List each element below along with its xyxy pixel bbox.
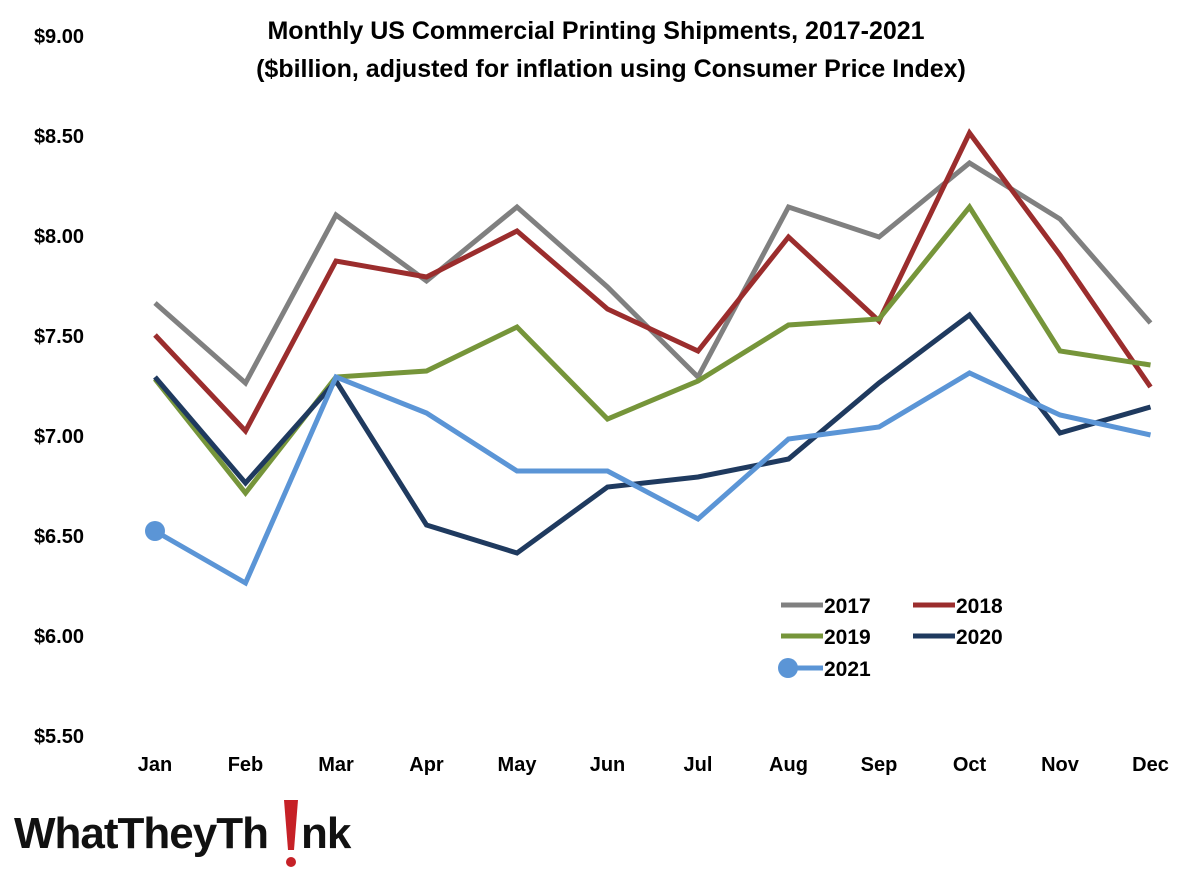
x-tick-label: Feb [228, 754, 264, 776]
y-tick-label: $8.50 [34, 126, 84, 148]
y-tick-label: $6.00 [34, 626, 84, 648]
logo-exclamation-icon [284, 800, 298, 850]
legend-marker [778, 658, 798, 678]
x-tick-label: Sep [861, 754, 898, 776]
chart-title: Monthly US Commercial Printing Shipments… [267, 17, 924, 45]
y-tick-label: $9.00 [34, 26, 84, 48]
legend-item-2019: 2019 [781, 626, 871, 649]
legend-label: 2017 [824, 595, 871, 618]
logo-wordmark-part1: WhatTheyTh [14, 809, 268, 858]
legend-label: 2019 [824, 626, 871, 649]
y-tick-label: $7.00 [34, 426, 84, 448]
logo-wordmark-part2: nk [301, 809, 352, 858]
x-tick-label: Aug [769, 754, 808, 776]
series-line-2018 [153, 128, 1153, 436]
x-tick-label: May [498, 754, 538, 776]
chart-title-group: Monthly US Commercial Printing Shipments… [256, 17, 966, 83]
legend-label: 2021 [824, 658, 871, 681]
legend: 2017 2018 2019 2020 2021 [778, 595, 1003, 681]
legend-item-2018: 2018 [913, 595, 1003, 618]
x-tick-label: Jan [138, 754, 172, 776]
x-tick-label: Dec [1132, 754, 1169, 776]
whattheythink-logo: WhatTheyTh nk [14, 800, 353, 867]
legend-item-2021: 2021 [778, 658, 871, 681]
legend-label: 2020 [956, 626, 1003, 649]
y-axis: $5.50 $6.00 $6.50 $7.00 $7.50 $8.00 $8.50 $9.00 [34, 26, 84, 748]
y-tick-label: $7.50 [34, 326, 84, 348]
x-tick-label: Apr [409, 754, 444, 776]
x-tick-label: Oct [953, 754, 987, 776]
legend-item-2020: 2020 [913, 626, 1003, 649]
series-start-marker-2021 [145, 521, 165, 541]
series-line-2021 [153, 370, 1152, 587]
x-tick-label: Mar [318, 754, 354, 776]
y-tick-label: $6.50 [34, 526, 84, 548]
series-layer [145, 128, 1153, 587]
series-line-2017 [153, 159, 1153, 387]
series-line-2020 [153, 311, 1152, 556]
logo-exclamation-dot-icon [286, 857, 296, 867]
y-tick-label: $8.00 [34, 226, 84, 248]
x-tick-label: Jul [684, 754, 713, 776]
y-tick-label: $5.50 [34, 726, 84, 748]
chart-subtitle: ($billion, adjusted for inflation using … [256, 55, 966, 83]
legend-item-2017: 2017 [781, 595, 871, 618]
x-tick-label: Jun [590, 754, 626, 776]
legend-label: 2018 [956, 595, 1003, 618]
x-axis: Jan Feb Mar Apr May Jun Jul Aug Sep Oct Nov Dec [138, 754, 1169, 776]
x-tick-label: Nov [1041, 754, 1080, 776]
